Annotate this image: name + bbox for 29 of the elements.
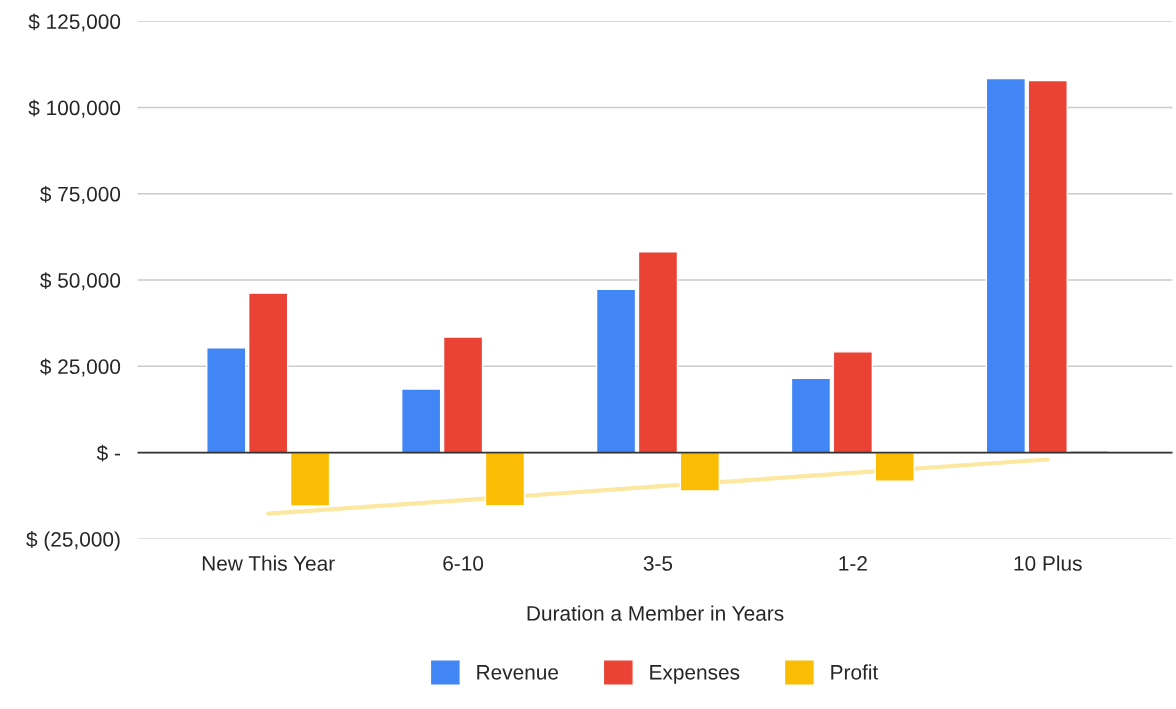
bar xyxy=(400,388,442,454)
x-axis-title: Duration a Member in Years xyxy=(527,605,784,621)
bar xyxy=(874,451,915,482)
bar xyxy=(595,288,637,454)
y-tick-label: $ 75,000 xyxy=(40,185,121,205)
bar xyxy=(832,351,874,454)
bar xyxy=(637,251,679,454)
legend-label: Expenses xyxy=(650,665,740,684)
x-tick-label: 6-10 xyxy=(443,556,484,571)
legend-label: Profit xyxy=(831,664,879,680)
bar xyxy=(442,336,484,454)
y-tick-label: $ 25,000 xyxy=(40,358,121,377)
x-tick-label: 1-2 xyxy=(839,556,867,571)
y-tick-label: $ 50,000 xyxy=(40,272,121,291)
y-tick-label: $ 100,000 xyxy=(28,99,121,118)
y-tick-label: $ - xyxy=(96,444,120,462)
bar xyxy=(679,451,721,492)
x-tick-label: 3-5 xyxy=(643,556,673,571)
bar xyxy=(790,377,832,454)
legend-label: Revenue xyxy=(477,665,559,680)
bar xyxy=(985,77,1027,454)
bar xyxy=(206,346,247,454)
y-tick-label: $ (25,000) xyxy=(26,531,120,551)
x-tick-label: 10 Plus xyxy=(1014,555,1082,571)
bar xyxy=(247,292,289,454)
bar xyxy=(289,451,331,507)
bar xyxy=(484,451,526,507)
x-tick-label: New This Year xyxy=(202,555,335,571)
y-tick-label: $ 125,000 xyxy=(28,13,121,32)
